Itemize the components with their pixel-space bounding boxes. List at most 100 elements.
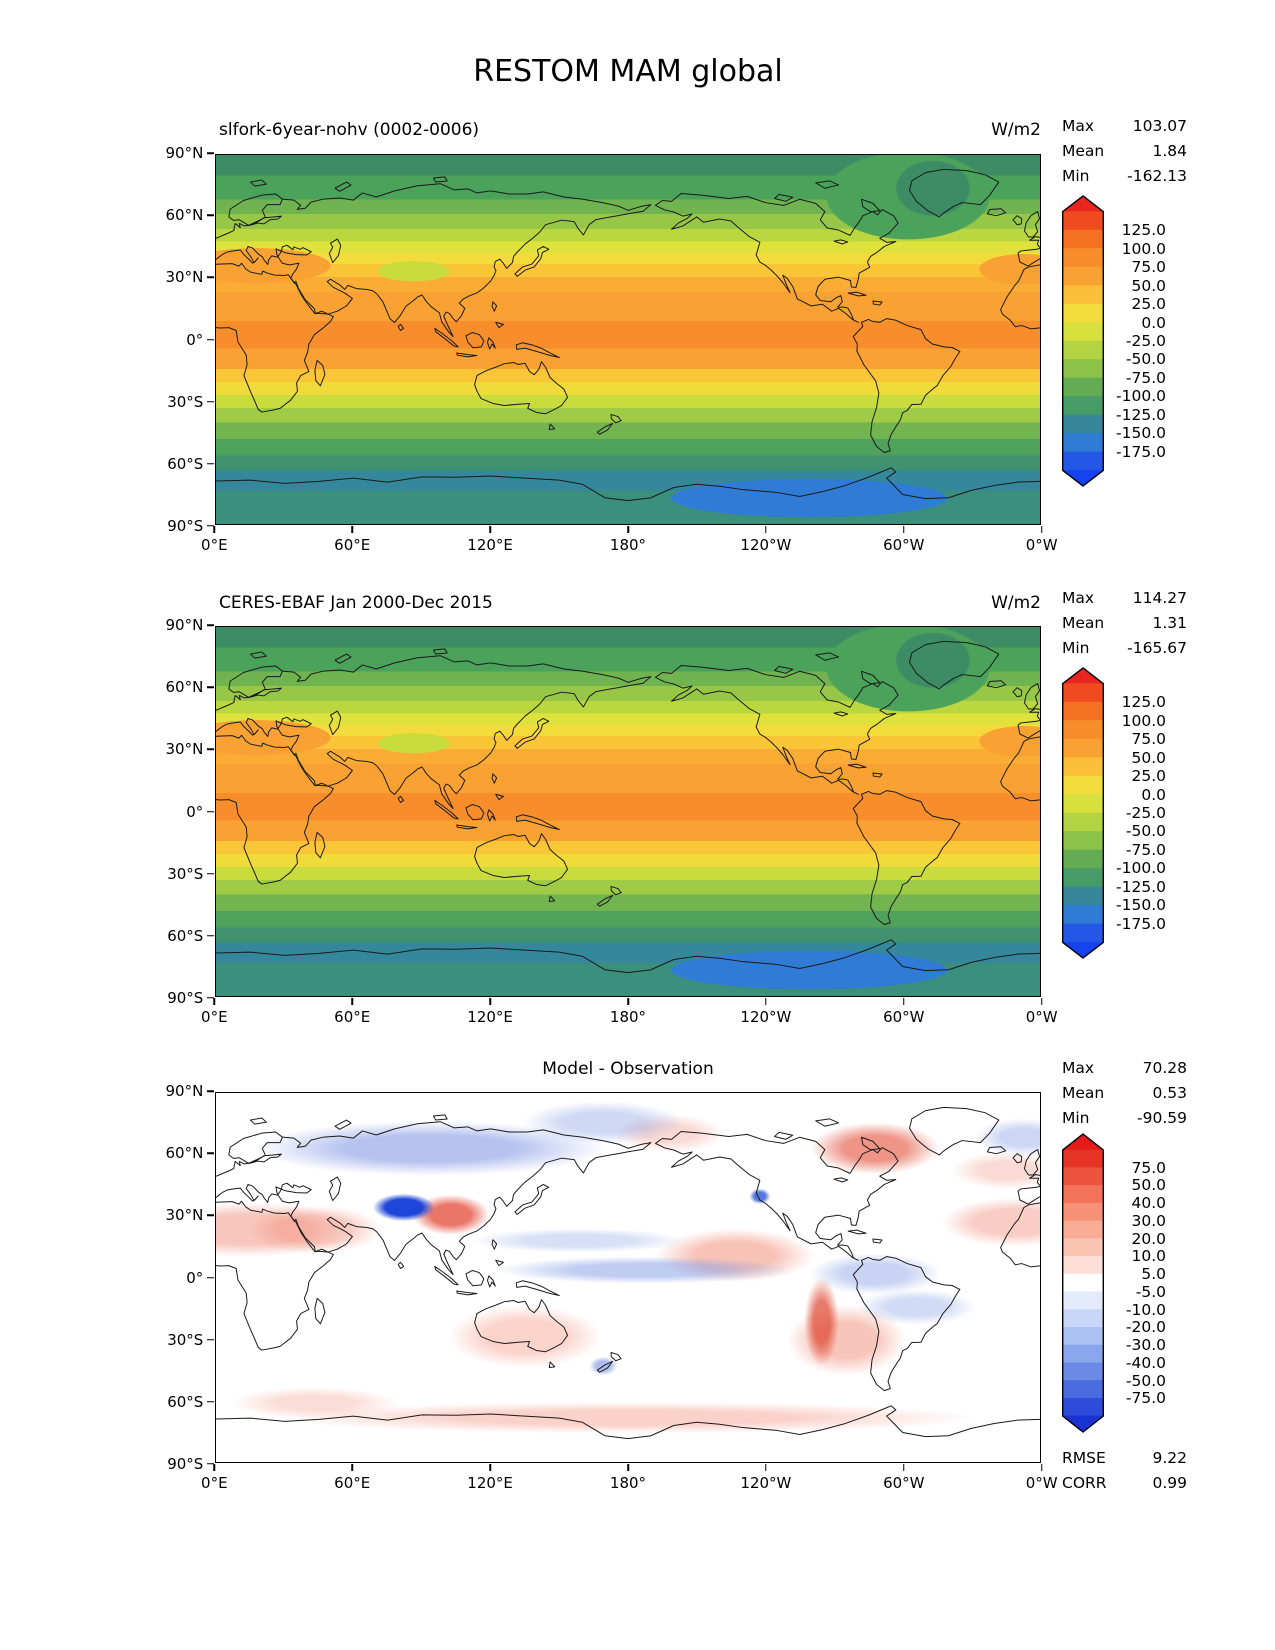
stat-value: 0.53 <box>1152 1084 1187 1102</box>
x-tick-mark <box>627 525 629 533</box>
colorbar-tick-label: -25.0 <box>1125 804 1166 822</box>
x-tick-mark <box>627 1463 629 1471</box>
stat-value: -90.59 <box>1137 1109 1187 1127</box>
stat-value: -165.67 <box>1127 639 1187 657</box>
stat-row: Mean 1.84 <box>1062 139 1187 164</box>
colorbar-tick-label: -150.0 <box>1116 896 1166 915</box>
y-tick-label: 30°N <box>165 268 204 287</box>
x-tick-label: 0°W <box>1025 535 1058 554</box>
colorbar-tick-label: 125.0 <box>1121 693 1166 712</box>
x-tick-label: 180° <box>609 535 647 554</box>
colorbar-tick-label: 50.0 <box>1131 748 1166 767</box>
panel-title: CERES-EBAF Jan 2000-Dec 2015 <box>219 593 493 613</box>
colorbar-tick-label: 50.0 <box>1131 1176 1166 1195</box>
x-tick-label: 60°E <box>334 535 371 554</box>
x-tick-label: 0°W <box>1025 1473 1058 1492</box>
stats-block: Max 114.27 Mean 1.31 Min -165.67 <box>1062 586 1187 661</box>
stat-value: 103.07 <box>1132 117 1187 135</box>
stat-row: Mean 1.31 <box>1062 611 1187 636</box>
y-tick-mark <box>207 1152 215 1155</box>
x-tick-mark <box>1040 525 1043 533</box>
colorbar-tick-label: -125.0 <box>1116 405 1166 424</box>
x-tick-mark <box>351 1463 353 1471</box>
colorbar-tick-label: 40.0 <box>1131 1194 1166 1213</box>
colorbar-tick-label: -10.0 <box>1125 1300 1166 1319</box>
stat-label: Mean <box>1062 142 1105 160</box>
y-tick-mark <box>207 524 215 527</box>
colorbar-tick-label: -50.0 <box>1125 822 1166 841</box>
colorbar-tick-label: -100.0 <box>1116 859 1166 878</box>
colorbar-tick-label: -75.0 <box>1125 840 1166 859</box>
colorbar <box>1062 667 1104 959</box>
colorbar-tick-label: 20.0 <box>1131 1229 1166 1248</box>
stat-value: 70.28 <box>1142 1059 1187 1077</box>
stat-value: 0.99 <box>1152 1474 1187 1492</box>
colorbar-tick-label: -50.0 <box>1125 350 1166 369</box>
metrics-block: RMSE 9.22 CORR 0.99 <box>1062 1446 1187 1496</box>
stat-value: 9.22 <box>1152 1449 1187 1467</box>
y-tick-mark <box>207 276 215 279</box>
colorbar <box>1062 1133 1104 1433</box>
stat-row: Max 70.28 <box>1062 1056 1187 1081</box>
colorbar-tick-label: -175.0 <box>1116 914 1166 933</box>
y-tick-label: 60°N <box>165 1144 204 1163</box>
coastlines-overlay <box>216 155 1040 524</box>
x-tick-label: 60°E <box>334 1007 371 1026</box>
y-tick-mark <box>207 1090 215 1093</box>
y-tick-label: 30°S <box>167 392 204 411</box>
y-tick-label: 60°S <box>167 454 204 473</box>
x-tick-label: 180° <box>609 1007 647 1026</box>
colorbar-tick-label: -25.0 <box>1125 332 1166 350</box>
colorbar-tick-label: -20.0 <box>1125 1318 1166 1337</box>
x-tick-label: 120°W <box>740 535 792 554</box>
contour-field <box>216 1093 1040 1462</box>
x-tick-mark <box>213 525 216 533</box>
x-tick-label: 60°W <box>883 535 925 554</box>
y-tick-mark <box>207 996 215 999</box>
y-tick-label: 90°S <box>167 1454 204 1473</box>
y-tick-mark <box>207 1462 215 1465</box>
units-label: W/m2 <box>991 593 1041 613</box>
map-canvas-observation: 0°E 60°E 120°E 180° 120°W 60°W 0°W 90°N 60°N 30°N… <box>166 616 1058 1025</box>
x-tick-label: 120°W <box>740 1473 792 1492</box>
colorbar-labels: 75.0 50.0 40.0 30.0 20.0 10.0 5.0 -5.0 -10.0 -20.… <box>1106 1133 1166 1433</box>
y-tick-label: 60°N <box>165 678 204 697</box>
y-tick-mark <box>207 400 215 403</box>
x-tick-label: 0°E <box>201 1473 228 1492</box>
x-tick-mark <box>213 997 216 1005</box>
stat-row: RMSE 9.22 <box>1062 1446 1187 1471</box>
x-tick-label: 0°E <box>201 535 228 554</box>
x-tick-label: 120°E <box>467 1473 513 1492</box>
x-tick-mark <box>903 997 905 1005</box>
y-tick-label: 30°N <box>165 740 204 759</box>
colorbar-tick-label: 10.0 <box>1131 1247 1166 1266</box>
colorbar-tick-label: -75.0 <box>1125 368 1166 387</box>
x-tick-label: 60°E <box>334 1473 371 1492</box>
colorbar-tick-label: 0.0 <box>1141 313 1166 332</box>
colorbar-tick-label: -50.0 <box>1125 1371 1166 1390</box>
x-tick-mark <box>489 1463 491 1471</box>
y-tick-label: 90°N <box>165 1082 204 1101</box>
x-tick-mark <box>903 525 905 533</box>
stat-value: 114.27 <box>1132 589 1187 607</box>
x-tick-mark <box>213 1463 216 1471</box>
stat-label: Mean <box>1062 614 1105 632</box>
y-tick-mark <box>207 214 215 217</box>
stat-value: 1.84 <box>1152 142 1187 160</box>
x-tick-mark <box>765 997 767 1005</box>
stat-row: Min -90.59 <box>1062 1106 1187 1131</box>
y-tick-mark <box>207 934 215 937</box>
map-canvas-model: 0°E 60°E 120°E 180° 120°W 60°W 0°W 90°N 60°N 30°N… <box>166 144 1058 553</box>
colorbar-tick-label: 100.0 <box>1121 711 1166 730</box>
stats-block: Max 103.07 Mean 1.84 Min -162.13 <box>1062 114 1187 189</box>
x-tick-mark <box>1040 1463 1043 1471</box>
colorbar-tick-label: 5.0 <box>1141 1265 1166 1284</box>
panel-title: slfork-6year-nohv (0002-0006) <box>219 120 480 140</box>
stat-row: Min -162.13 <box>1062 164 1187 189</box>
colorbar-labels: 125.0 100.0 75.0 50.0 25.0 0.0 -25.0 -50.0 -75.0… <box>1106 667 1166 959</box>
x-tick-mark <box>351 525 353 533</box>
x-tick-label: 0°W <box>1025 1007 1058 1026</box>
stat-value: -162.13 <box>1127 167 1187 185</box>
y-tick-label: 30°N <box>165 1206 204 1225</box>
